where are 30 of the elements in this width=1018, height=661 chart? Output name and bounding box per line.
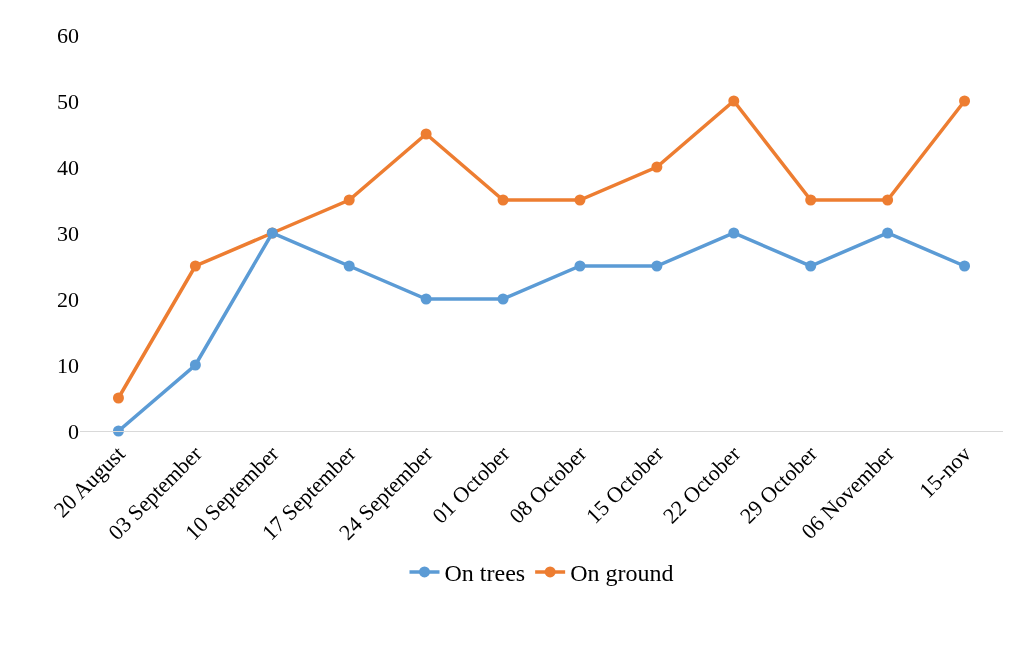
y-tick-label: 0: [68, 418, 79, 444]
y-tick-label: 40: [57, 154, 79, 180]
point: [420, 128, 432, 140]
point: [189, 260, 201, 272]
legend-label: On trees: [444, 560, 526, 587]
point: [959, 260, 971, 272]
point: [497, 293, 509, 305]
point: [882, 227, 894, 239]
point: [959, 95, 971, 107]
point: [343, 194, 355, 206]
point: [728, 95, 740, 107]
point: [805, 194, 817, 206]
point: [420, 293, 432, 305]
point: [805, 260, 817, 272]
point: [651, 260, 663, 272]
y-tick-label: 60: [57, 22, 79, 48]
y-tick-label: 30: [57, 220, 79, 246]
point: [112, 392, 124, 404]
point: [882, 194, 894, 206]
point: [189, 359, 201, 371]
point: [574, 194, 586, 206]
y-tick-label: 10: [57, 352, 79, 378]
legend-label: On ground: [570, 560, 674, 587]
y-tick-label: 20: [57, 286, 79, 312]
point: [651, 161, 663, 173]
point: [574, 260, 586, 272]
y-tick-label: 50: [57, 88, 79, 114]
point: [497, 194, 509, 206]
point: [343, 260, 355, 272]
point: [728, 227, 740, 239]
